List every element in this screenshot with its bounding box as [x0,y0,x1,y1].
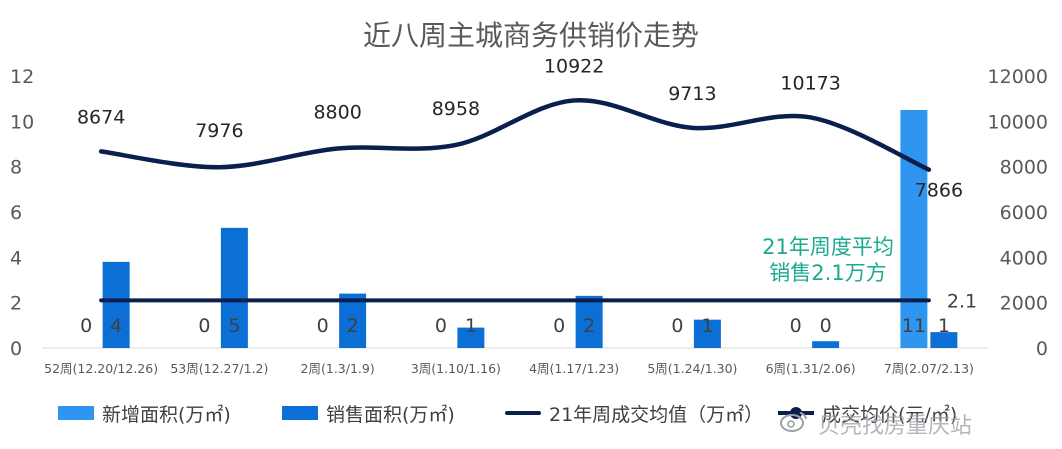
legend-line-weekly-avg [505,411,541,415]
x-tick-label: 2周(1.3/1.9) [301,361,375,376]
legend-label-avg-price: 成交均价(元/㎡) [822,403,958,426]
y-left-tick-label: 0 [10,338,22,360]
y-right-tick-label: 6000 [1000,202,1048,224]
y-left-tick-label: 12 [10,66,34,88]
legend-item-weekly-avg: 21年周成交均值（万㎡） [505,396,763,430]
bar-sales-area [812,341,840,348]
bar-label-new-area: 0 [80,315,92,337]
x-tick-label: 52周(12.20/12.26) [44,361,158,376]
x-tick-label: 5周(1.24/1.30) [647,361,737,376]
bar-label-sales-area: 4 [110,315,122,337]
price-label: 8800 [313,102,361,124]
price-label: 9713 [668,83,716,105]
bar-label-new-area: 11 [902,315,926,337]
y-left-tick-label: 10 [10,111,34,133]
legend-item-sales-area: 销售面积(万㎡) [282,396,455,430]
x-tick-label: 6周(1.31/2.06) [766,361,856,376]
bar-label-new-area: 0 [790,315,802,337]
bar-label-new-area: 0 [671,315,683,337]
weibo-icon [780,412,807,432]
y-left-tick-label: 2 [10,293,22,315]
bar-sales-area [220,227,248,348]
bar-label-sales-area: 1 [465,315,477,337]
bar-label-sales-area: 1 [701,315,713,337]
y-left-tick-label: 8 [10,157,22,179]
bar-label-sales-area: 2 [347,315,359,337]
y-right-tick-label: 2000 [1000,293,1048,315]
legend-swatch-sales-area [282,406,318,420]
price-label: 7866 [915,180,963,202]
bar-label-sales-area: 1 [938,315,950,337]
y-right-tick-label: 4000 [1000,247,1048,269]
bar-sales-area [457,327,485,348]
legend: 新增面积(万㎡) 销售面积(万㎡) 21年周成交均值（万㎡） 成交均价(元/㎡) [0,396,1062,430]
price-label: 10173 [780,72,840,94]
annotation-line-2: 销售2.1万方 [769,261,886,285]
legend-label-new-area: 新增面积(万㎡) [102,403,231,426]
chart-title: 近八周主城商务供销价走势 [362,19,699,52]
y-left-tick-label: 4 [10,247,22,269]
legend-label-weekly-avg: 21年周成交均值（万㎡） [549,403,764,426]
x-tick-label: 53周(12.27/1.2) [170,361,268,376]
bar-sales-area [339,293,367,348]
legend-swatch-new-area [58,406,94,420]
x-tick-label: 4周(1.17/1.23) [529,361,619,376]
legend-item-new-area: 新增面积(万㎡) [58,396,231,430]
price-line [98,98,932,172]
bar-sales-area [575,295,603,348]
bar-label-sales-area: 5 [228,315,240,337]
watermark: 贝壳找房重庆站 [818,414,973,439]
y-right-tick-label: 8000 [1000,157,1048,179]
bar-sales-area [102,261,130,348]
bar-label-sales-area: 0 [820,315,832,337]
price-label: 7976 [195,120,243,142]
bar-label-new-area: 0 [553,315,565,337]
bar-label-sales-area: 2 [583,315,595,337]
bar-label-new-area: 0 [435,315,447,337]
price-label: 8958 [432,98,480,120]
bar-new-area [900,110,928,348]
y-right-tick-label: 0 [1036,338,1048,360]
y-right-tick-label: 10000 [988,111,1048,133]
x-tick-label: 7周(2.07/2.13) [884,361,974,376]
bar-label-new-area: 0 [317,315,329,337]
annotation-line-1: 21年周度平均 [762,235,894,259]
y-left-tick-label: 6 [10,202,22,224]
price-label: 8674 [77,106,125,128]
bar-sales-area [930,332,958,348]
legend-label-sales-area: 销售面积(万㎡) [326,403,455,426]
price-label: 10922 [544,55,604,77]
avg-line-label: 2.1 [947,290,977,312]
bar-label-new-area: 0 [198,315,210,337]
bar-sales-area [693,319,721,348]
y-right-tick-label: 12000 [988,66,1048,88]
x-tick-label: 3周(1.10/1.16) [411,361,501,376]
